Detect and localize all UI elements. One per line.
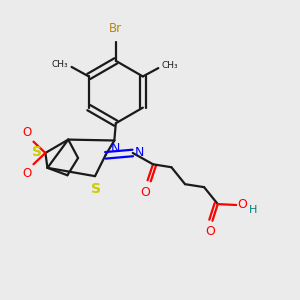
Text: N: N xyxy=(134,146,144,159)
Text: Br: Br xyxy=(109,22,122,35)
Text: O: O xyxy=(22,167,32,180)
Text: S: S xyxy=(32,146,42,159)
Text: N: N xyxy=(111,142,120,155)
Text: CH₃: CH₃ xyxy=(161,61,178,70)
Text: O: O xyxy=(205,226,215,238)
Text: O: O xyxy=(22,126,32,139)
Text: CH₃: CH₃ xyxy=(51,60,68,69)
Text: S: S xyxy=(92,182,101,196)
Text: O: O xyxy=(140,186,150,199)
Text: O: O xyxy=(238,198,248,211)
Text: H: H xyxy=(249,205,257,215)
